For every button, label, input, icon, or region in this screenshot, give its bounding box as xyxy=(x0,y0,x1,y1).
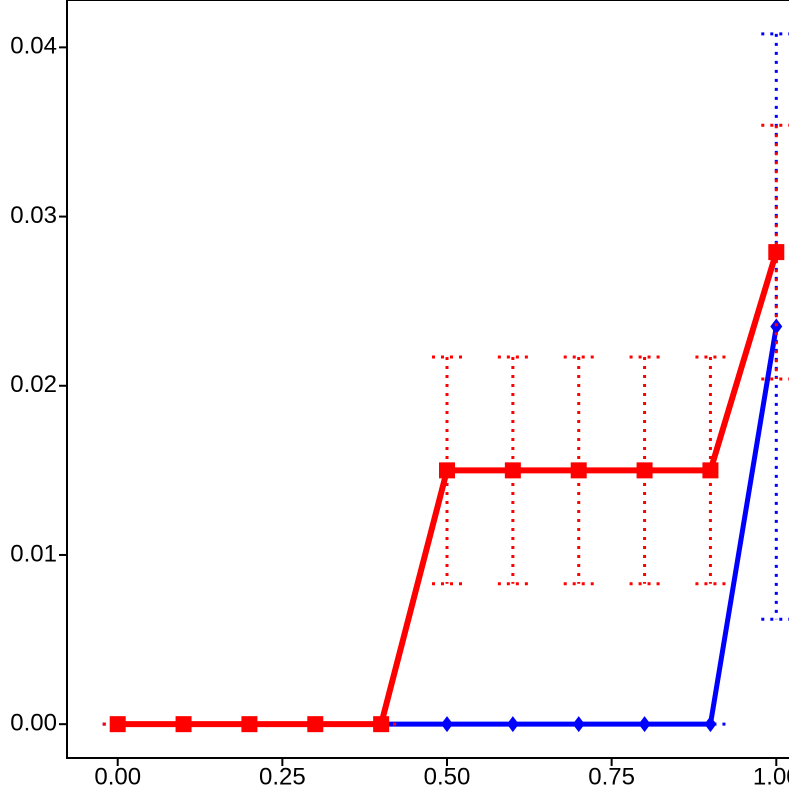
marker xyxy=(506,716,519,733)
error-bar xyxy=(695,355,726,586)
error-bar xyxy=(761,32,789,621)
marker xyxy=(504,462,521,479)
x-tick-label: 1.00 xyxy=(753,763,789,789)
marker xyxy=(570,462,587,479)
x-tick-label: 0.25 xyxy=(259,763,306,789)
marker xyxy=(770,318,783,335)
error-bar xyxy=(497,355,528,586)
error-bar xyxy=(432,355,462,586)
marker xyxy=(175,716,192,733)
series-line xyxy=(117,251,780,728)
marker xyxy=(373,716,390,733)
marker xyxy=(109,716,126,733)
x-tick-label: 0.75 xyxy=(588,763,635,789)
y-tick-label: 0.04 xyxy=(10,33,57,60)
marker xyxy=(572,716,585,733)
marker xyxy=(704,716,717,733)
marker xyxy=(636,462,653,479)
error-bar xyxy=(761,123,789,381)
marker xyxy=(307,716,324,733)
error-bar xyxy=(629,355,660,586)
x-tick-label: 0.00 xyxy=(94,763,141,789)
y-tick-label: 0.01 xyxy=(10,540,57,567)
x-tick-label: 0.50 xyxy=(424,763,471,789)
marker xyxy=(241,716,258,733)
y-tick-label: 0.03 xyxy=(10,202,57,229)
marker xyxy=(439,462,455,479)
error-bar xyxy=(563,355,594,586)
marker xyxy=(638,716,651,733)
y-tick-label: 0.00 xyxy=(10,710,57,737)
y-tick-label: 0.02 xyxy=(10,371,57,398)
marker xyxy=(702,462,719,479)
plot-frame xyxy=(66,0,789,759)
marker xyxy=(441,716,453,733)
